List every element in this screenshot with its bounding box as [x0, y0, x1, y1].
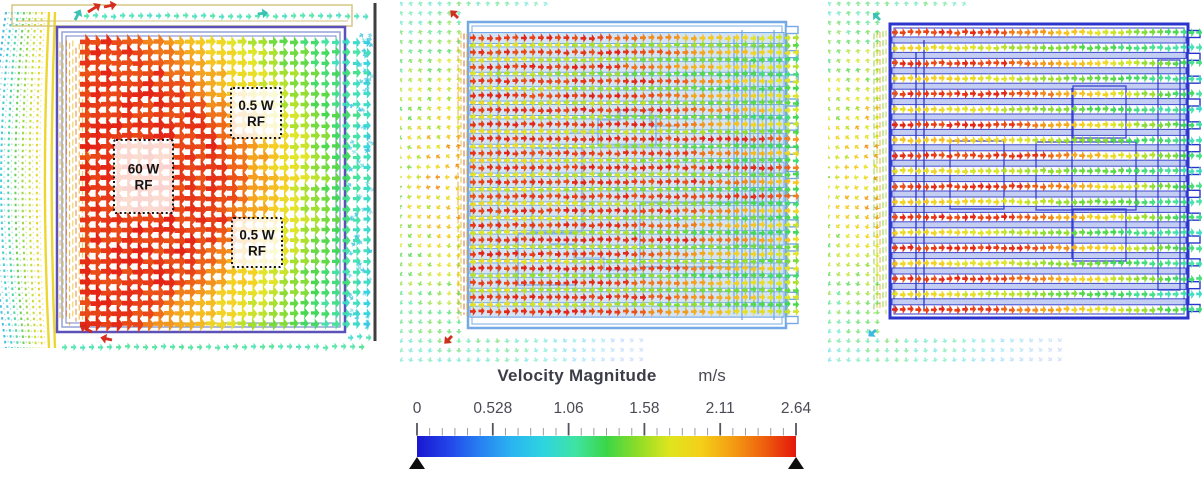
colorbar-title: Velocity Magnitude — [497, 366, 657, 385]
colorbar-unit: m/s — [698, 366, 726, 385]
stray-arrow — [103, 0, 117, 11]
velocity-vector-rows — [892, 27, 1202, 315]
svg-text:60 WRF: 60 W RF — [128, 162, 160, 193]
external-flow-fan — [828, 1, 1062, 363]
rf-power-annotation: 0.5 W RF — [230, 87, 282, 139]
svg-text:0.5 WRF: 0.5 W RF — [239, 228, 275, 259]
stray-arrow — [450, 10, 459, 19]
colorbar-max-marker — [788, 457, 804, 469]
colorbar-tick-marks — [416, 423, 797, 436]
stray-arrow — [444, 335, 453, 344]
colorbar-legend: Velocity Magnitude m/s 0 0.528 1.06 1.58 2.1… — [405, 364, 811, 478]
svg-text:0.5 WRF: 0.5 W RF — [238, 98, 274, 129]
velocity-vector-rows — [62, 11, 372, 352]
colorbar-tick-label: 0.528 — [473, 400, 513, 417]
stray-arrow — [257, 8, 268, 19]
colorbar-tick-label: 1.06 — [553, 400, 584, 417]
vector-plot-finned-stack-light — [400, 1, 800, 363]
stray-arrow — [872, 12, 881, 21]
stray-arrow — [868, 328, 877, 337]
stray-arrow — [87, 3, 101, 14]
colorbar-min-marker — [409, 457, 425, 469]
inlet-jet-streaks — [873, 30, 887, 315]
colorbar-tick-label: 0 — [412, 400, 422, 417]
vector-plot-finned-stack-dark — [828, 1, 1202, 363]
colorbar-tick-label: 1.58 — [629, 400, 660, 417]
stray-arrow — [79, 323, 93, 334]
rf-power-annotation: 60 W RF — [113, 139, 174, 214]
colorbar-tick-label: 2.64 — [780, 400, 812, 417]
colorbar-tick-label: 2.11 — [705, 400, 735, 417]
inlet-streamlines — [0, 11, 57, 349]
inlet-jet-streaks — [457, 32, 468, 319]
vector-plot-rf-chamber: 0.5 W RF 60 W RF 0.5 W RF — [0, 0, 377, 352]
stray-arrow — [73, 9, 83, 21]
rf-power-annotation: 0.5 W RF — [231, 217, 283, 268]
stray-arrow — [100, 333, 113, 344]
colorbar-gradient-bar — [417, 436, 796, 457]
channel-fins — [891, 29, 1201, 313]
velocity-vector-rows — [470, 32, 800, 317]
outlet-scatter-arrows — [346, 32, 375, 331]
